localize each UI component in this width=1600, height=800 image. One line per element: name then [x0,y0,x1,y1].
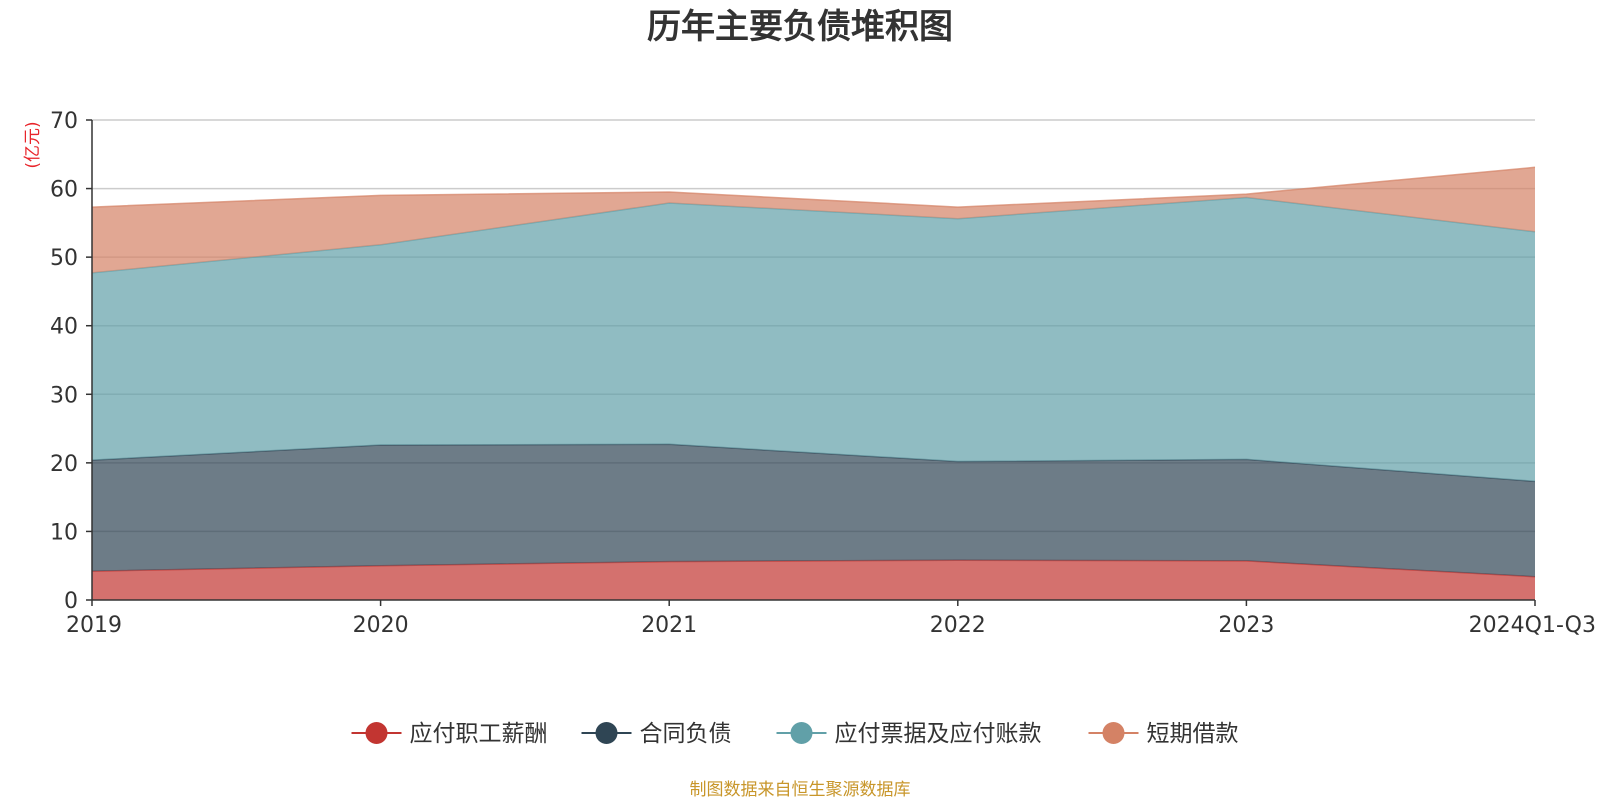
axes: 0 10 20 30 40 50 60 70 2019 2020 2021 2022 2023 2024Q… [50,109,1596,638]
x-tick-label: 2022 [930,613,986,638]
legend-item-3[interactable]: 短期借款 [1088,721,1239,747]
y-tick-label: 70 [50,109,78,134]
x-tick-label: 2024Q1-Q3 [1469,613,1596,638]
area-series-0 [92,560,1535,600]
x-tick-label: 2020 [353,613,409,638]
x-tick-label: 2023 [1218,613,1274,638]
y-tick-label: 0 [64,589,78,614]
y-tick-label: 30 [50,383,78,408]
area-series-3 [92,167,1535,273]
area-series-1 [92,444,1535,577]
area-series-layer [91,166,1536,600]
y-tick-label: 10 [50,520,78,545]
legend-label: 应付职工薪酬 [410,721,548,747]
legend-marker-icon [1102,722,1125,744]
legend-label: 合同负债 [640,721,732,747]
x-tick-label: 2021 [641,613,697,638]
data-source-note: 制图数据来自恒生聚源数据库 [690,780,911,800]
legend: 应付职工薪酬 合同负债 应付票据及应付账款 短期借款 [351,721,1239,747]
legend-item-0[interactable]: 应付职工薪酬 [351,721,548,747]
y-tick-label: 60 [50,178,78,203]
area-series-2 [92,197,1535,482]
y-tick-label: 40 [50,315,78,340]
legend-label: 应付票据及应付账款 [835,721,1042,747]
y-tick-label: 50 [50,246,78,271]
area-series-line-3 [91,166,1536,208]
legend-label: 短期借款 [1147,721,1239,747]
chart-title: 历年主要负债堆积图 [647,7,953,47]
legend-marker-icon [595,722,618,744]
legend-marker-icon [365,722,388,744]
legend-marker-icon [790,722,813,744]
y-tick-label: 20 [50,452,78,477]
legend-item-1[interactable]: 合同负债 [581,721,732,747]
legend-item-2[interactable]: 应付票据及应付账款 [776,721,1042,747]
y-axis-unit-label: (亿元) [23,121,43,168]
x-tick-label: 2019 [66,613,122,638]
